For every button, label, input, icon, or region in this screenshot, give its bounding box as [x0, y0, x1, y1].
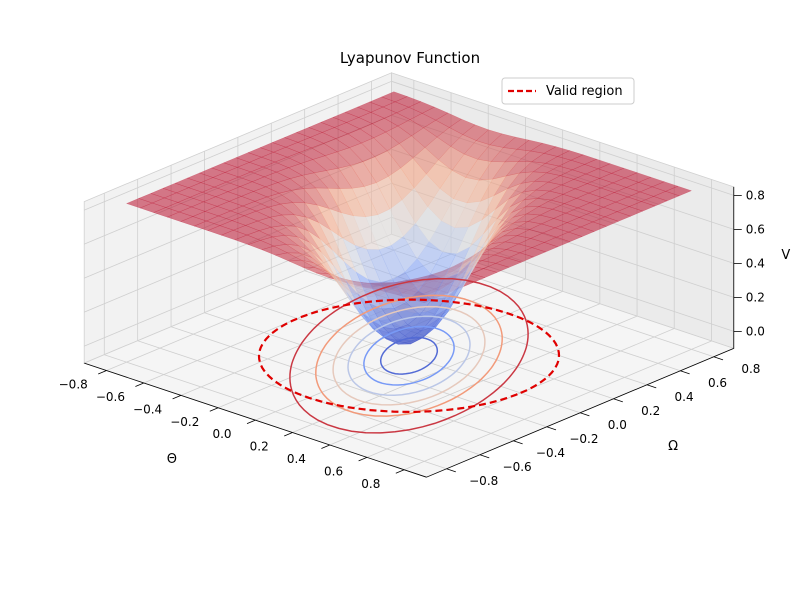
y-tick-mark	[713, 356, 724, 361]
axes: −0.8−0.6−0.4−0.20.00.20.40.60.8 −0.8−0.6−…	[59, 186, 790, 491]
surface-cell	[435, 112, 462, 128]
x-tick-mark	[284, 432, 293, 437]
grid-line	[84, 80, 392, 211]
y-tick-label: 0.2	[641, 404, 660, 418]
x-tick-mark	[98, 370, 107, 375]
x-tick-label: 0.0	[212, 427, 231, 441]
z-tick-label: 0.4	[746, 256, 765, 270]
x-tick-mark	[246, 419, 256, 425]
x-tick-mark	[135, 382, 144, 387]
y-tick-label: 0.0	[608, 418, 627, 432]
y-tick-label: −0.4	[536, 446, 565, 460]
x-tick-mark	[395, 469, 405, 474]
x-tick-label: −0.6	[96, 390, 125, 404]
grid-line	[237, 298, 581, 414]
y-tick-label: 0.6	[708, 376, 727, 390]
x-axis-label: Θ	[167, 452, 177, 467]
y-tick-mark	[680, 370, 690, 375]
contour-line	[315, 294, 503, 417]
contour-lines	[289, 277, 529, 434]
grid-line	[292, 303, 600, 433]
x-tick-label: −0.8	[59, 378, 88, 392]
surface-cell	[529, 142, 557, 154]
y-tick-label: −0.8	[469, 474, 498, 488]
surface-cell	[570, 154, 598, 165]
y-axis-label: Ω	[668, 439, 678, 454]
grid-line	[366, 328, 675, 458]
y-tick-mark	[446, 468, 456, 473]
surface-cell	[664, 185, 693, 197]
surface-cell	[624, 172, 652, 183]
grid-line	[404, 340, 712, 471]
surface-cell	[610, 167, 639, 179]
y-tick-label: 0.8	[741, 362, 760, 376]
grid-line	[391, 80, 734, 196]
x-tick-mark	[321, 444, 330, 449]
x-tick-mark	[172, 394, 182, 400]
contour-line	[332, 305, 486, 406]
y-tick-mark	[546, 426, 557, 431]
surface-cell	[556, 150, 584, 161]
z-axis-label: V	[781, 248, 790, 263]
contour-line	[347, 315, 471, 396]
legend: Valid region	[501, 77, 635, 105]
z-tick-label: 0.8	[746, 188, 765, 202]
z-tick-label: 0.0	[746, 324, 765, 338]
surface-cell	[448, 118, 476, 135]
surface-cell	[394, 96, 422, 108]
surface-cell	[408, 101, 436, 114]
x-tick-mark	[358, 456, 368, 462]
surface-cell	[421, 106, 449, 121]
contour-line	[379, 336, 439, 375]
x-tick-label: 0.6	[324, 464, 343, 478]
x-tick-mark	[209, 407, 219, 412]
z-tick-label: 0.6	[746, 222, 765, 236]
y-tick-mark	[613, 398, 623, 403]
x-tick-label: 0.4	[287, 452, 306, 466]
z-tick-label: 0.2	[746, 290, 765, 304]
legend-box	[501, 77, 635, 105]
y-tick-mark	[646, 384, 657, 389]
chart-title: Lyapunov Function	[340, 49, 480, 67]
surface-cell	[502, 136, 530, 150]
y-tick-label: −0.6	[503, 460, 532, 474]
legend-label-valid-region: Valid region	[546, 84, 623, 99]
y-tick-label: −0.2	[569, 432, 598, 446]
y-tick-mark	[513, 440, 523, 445]
surface-cell	[489, 133, 517, 148]
surface-cell	[381, 91, 408, 103]
surface-cell	[583, 158, 611, 170]
grid-line	[329, 315, 638, 446]
y-tick-label: 0.4	[675, 390, 694, 404]
grid-line	[271, 284, 614, 400]
x-tick-label: −0.4	[133, 402, 162, 416]
y-tick-mark	[579, 412, 590, 417]
surface-cell	[597, 163, 625, 174]
x-tick-label: 0.2	[250, 440, 269, 454]
y-tick-mark	[479, 454, 490, 459]
contour-line	[289, 277, 529, 434]
contour-line	[363, 325, 455, 386]
x-tick-label: 0.8	[361, 477, 380, 491]
x-tick-label: −0.2	[170, 415, 199, 429]
